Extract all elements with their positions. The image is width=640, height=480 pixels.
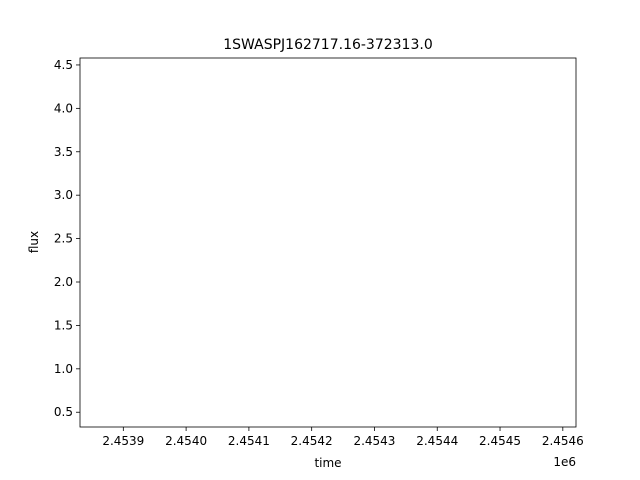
x-axis-ticks: 2.4539 2.4540 2.4541 2.4542 2.4543 2.4544 2.45…: [102, 427, 584, 448]
x-tick-label: 2.4544: [416, 434, 458, 448]
y-axis-ticks: 0.5 1.0 1.5 2.0 2.5 3.0 3.5 4.0 4.5: [54, 58, 80, 419]
y-tick-label: 2.5: [54, 232, 73, 246]
y-tick-label: 4.0: [54, 101, 73, 115]
x-tick-label: 2.4543: [353, 434, 395, 448]
y-tick-label: 1.0: [54, 362, 73, 376]
x-axis-label: time: [314, 456, 341, 470]
x-tick-label: 2.4545: [479, 434, 521, 448]
y-tick-label: 3.0: [54, 188, 73, 202]
chart-title: 1SWASPJ162717.16-372313.0: [223, 37, 432, 53]
plot-frame: [79, 57, 577, 428]
x-tick-label: 2.4539: [102, 434, 144, 448]
x-tick-label: 2.4541: [228, 434, 270, 448]
y-tick-label: 0.5: [54, 405, 73, 419]
y-tick-label: 1.5: [54, 318, 73, 332]
y-tick-label: 3.5: [54, 145, 73, 159]
y-tick-label: 4.5: [54, 58, 73, 72]
x-axis-offset-label: 1e6: [553, 455, 576, 469]
y-tick-label: 2.0: [54, 275, 73, 289]
y-axis-label: flux: [27, 231, 41, 253]
x-tick-label: 2.4540: [165, 434, 207, 448]
x-tick-label: 2.4546: [542, 434, 584, 448]
x-tick-label: 2.4542: [291, 434, 333, 448]
